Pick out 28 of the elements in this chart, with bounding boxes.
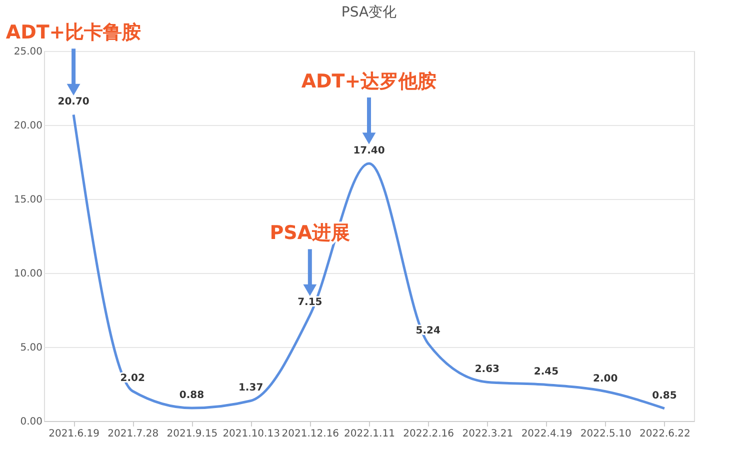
x-tick-label: 2022.2.16 [403, 428, 454, 440]
text: 0.88 [179, 390, 204, 401]
x-tick-label: 2022.5.10 [580, 428, 632, 440]
text: 2.45 [534, 366, 559, 378]
x-tick-label: 2022.4.19 [521, 428, 572, 440]
chart-title: PSA变化 [341, 4, 397, 21]
x-tick-label: 2021.7.28 [108, 428, 159, 440]
text: ADT+比卡鲁胺 [6, 22, 142, 44]
text: 0.85 [652, 390, 677, 402]
annotation: ADT+达罗他胺 [301, 70, 437, 92]
x-tick-label: 2022.6.22 [640, 428, 690, 440]
y-tick-label: 0.00 [20, 416, 42, 428]
text: 2.63 [474, 364, 500, 376]
x-tick-label: 2021.9.15 [166, 428, 218, 440]
y-tick-label: 20.00 [14, 120, 42, 132]
y-tick-label: 15.00 [14, 194, 42, 206]
x-tick-label: 2021.10.13 [222, 428, 280, 440]
text: 1.37 [238, 382, 264, 394]
x-tick-label: 2021.6.19 [48, 428, 100, 440]
text: 20.70 [58, 96, 90, 108]
y-tick-label: 10.00 [14, 268, 42, 280]
text: 2.00 [593, 373, 618, 384]
x-tick-label: 2022.1.11 [344, 428, 395, 440]
y-tick-label: 25.00 [14, 46, 42, 58]
text: 17.40 [353, 145, 385, 156]
x-tick-label: 2021.12.16 [282, 428, 340, 440]
x-tick-label: 2022.3.21 [462, 428, 514, 440]
y-tick-label: 5.00 [20, 342, 42, 354]
